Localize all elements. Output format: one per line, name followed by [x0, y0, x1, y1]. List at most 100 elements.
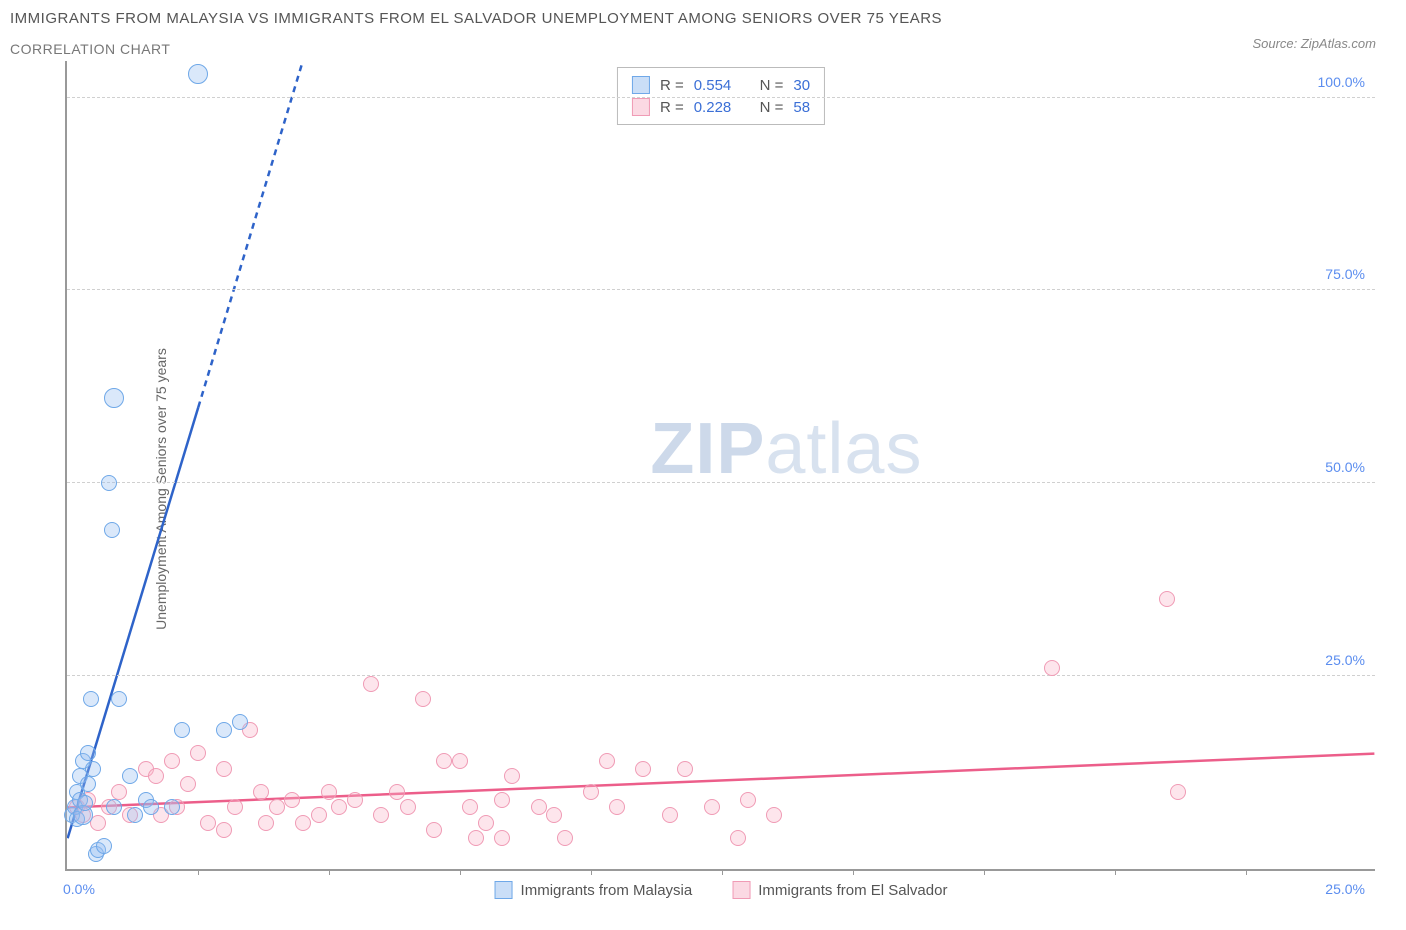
x-axis-max-label: 25.0% [1325, 881, 1365, 897]
bottom-legend: Immigrants from Malaysia Immigrants from… [495, 881, 948, 899]
data-point [85, 761, 101, 777]
data-point [347, 792, 363, 808]
swatch-series1 [495, 881, 513, 899]
x-tick [591, 869, 592, 875]
data-point [436, 753, 452, 769]
swatch-series2 [632, 98, 650, 116]
x-tick [1246, 869, 1247, 875]
data-point [122, 768, 138, 784]
watermark: ZIPatlas [650, 408, 922, 490]
data-point [677, 761, 693, 777]
chart-header: IMMIGRANTS FROM MALAYSIA VS IMMIGRANTS F… [10, 10, 1396, 57]
data-point [494, 830, 510, 846]
data-point [96, 838, 112, 854]
source-name: ZipAtlas.com [1301, 36, 1376, 51]
data-point [452, 753, 468, 769]
data-point [494, 792, 510, 808]
data-point [546, 807, 562, 823]
x-tick [460, 869, 461, 875]
watermark-atlas: atlas [765, 409, 922, 489]
data-point [253, 784, 269, 800]
y-tick-label: 50.0% [1325, 459, 1365, 475]
data-point [143, 799, 159, 815]
data-point [164, 799, 180, 815]
data-point [258, 815, 274, 831]
source-attribution: Source: ZipAtlas.com [1252, 36, 1396, 57]
x-tick [853, 869, 854, 875]
data-point [77, 795, 93, 811]
data-point [295, 815, 311, 831]
stats-row-series1: R = 0.554 N = 30 [632, 74, 810, 96]
data-point [90, 815, 106, 831]
data-point [1044, 660, 1060, 676]
y-tick-label: 75.0% [1325, 266, 1365, 282]
data-point [504, 768, 520, 784]
r-label: R = [660, 99, 684, 116]
data-point [730, 830, 746, 846]
data-point [104, 388, 124, 408]
data-point [468, 830, 484, 846]
data-point [363, 676, 379, 692]
data-point [180, 776, 196, 792]
data-point [373, 807, 389, 823]
gridline [67, 675, 1375, 676]
data-point [164, 753, 180, 769]
legend-label-series2: Immigrants from El Salvador [758, 882, 947, 899]
data-point [311, 807, 327, 823]
chart-container: Unemployment Among Seniors over 75 years… [10, 61, 1396, 916]
source-prefix: Source: [1252, 36, 1300, 51]
n-label: N = [760, 77, 784, 94]
trend-lines-layer [67, 61, 1375, 869]
gridline [67, 289, 1375, 290]
watermark-zip: ZIP [650, 409, 765, 489]
data-point [232, 714, 248, 730]
x-tick [1115, 869, 1116, 875]
stats-row-series2: R = 0.228 N = 58 [632, 96, 810, 118]
series1-n-value: 30 [793, 77, 810, 94]
data-point [111, 691, 127, 707]
data-point [284, 792, 300, 808]
data-point [389, 784, 405, 800]
data-point [635, 761, 651, 777]
data-point [104, 522, 120, 538]
chart-subtitle: CORRELATION CHART [10, 41, 942, 57]
data-point [599, 753, 615, 769]
data-point [426, 822, 442, 838]
gridline [67, 482, 1375, 483]
data-point [400, 799, 416, 815]
data-point [227, 799, 243, 815]
data-point [216, 822, 232, 838]
legend-item-series2: Immigrants from El Salvador [732, 881, 947, 899]
data-point [321, 784, 337, 800]
data-point [200, 815, 216, 831]
legend-item-series1: Immigrants from Malaysia [495, 881, 693, 899]
data-point [83, 691, 99, 707]
data-point [111, 784, 127, 800]
series2-n-value: 58 [793, 99, 810, 116]
x-tick [722, 869, 723, 875]
data-point [1170, 784, 1186, 800]
series1-r-value: 0.554 [694, 77, 732, 94]
x-tick [984, 869, 985, 875]
data-point [531, 799, 547, 815]
plot-area: ZIPatlas R = 0.554 N = 30 R = 0.228 N = … [65, 61, 1375, 871]
chart-title: IMMIGRANTS FROM MALAYSIA VS IMMIGRANTS F… [10, 10, 942, 27]
swatch-series2 [732, 881, 750, 899]
data-point [80, 745, 96, 761]
data-point [188, 64, 208, 84]
x-axis-min-label: 0.0% [63, 881, 95, 897]
data-point [106, 799, 122, 815]
x-tick [329, 869, 330, 875]
data-point [766, 807, 782, 823]
data-point [190, 745, 206, 761]
data-point [101, 475, 117, 491]
data-point [148, 768, 164, 784]
data-point [609, 799, 625, 815]
data-point [1159, 591, 1175, 607]
data-point [462, 799, 478, 815]
r-label: R = [660, 77, 684, 94]
data-point [269, 799, 285, 815]
data-point [704, 799, 720, 815]
data-point [127, 807, 143, 823]
data-point [216, 761, 232, 777]
